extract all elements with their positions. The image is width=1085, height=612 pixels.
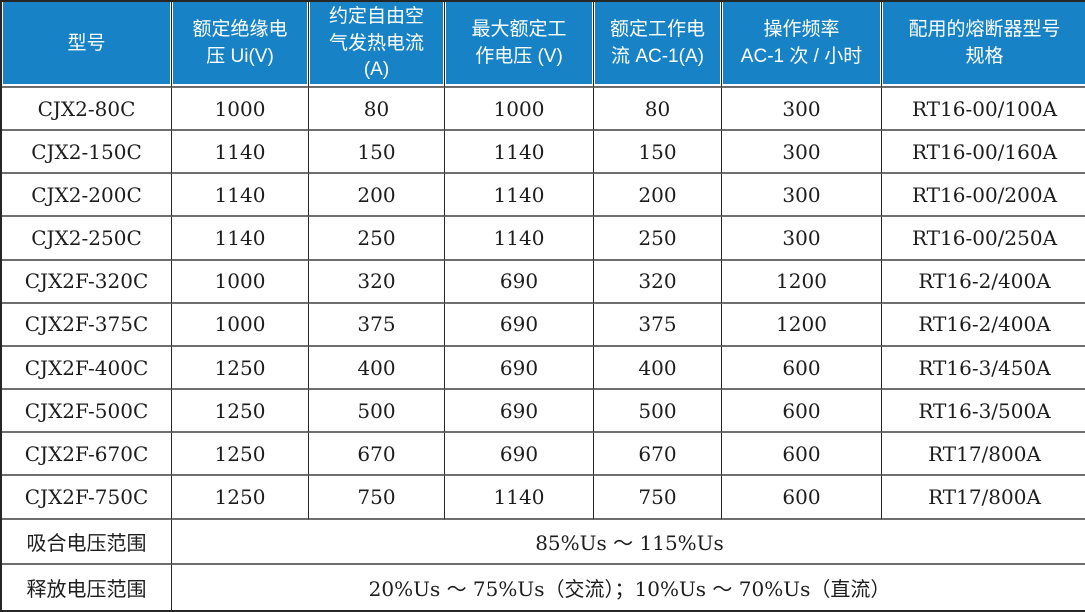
cell-value: 400 [594, 346, 722, 391]
cell-model: CJX2-80C [2, 88, 172, 132]
cell-value: 80 [309, 88, 445, 132]
cell-value: 1200 [722, 303, 882, 347]
header-row: 型号 额定绝缘电 压 Ui(V) 约定自由空 气发热电流 (A) 最大额定工 作… [2, 2, 1085, 88]
table-row: CJX2-250C 1140 250 1140 250 300 RT16-00/… [2, 217, 1085, 261]
cell-value: 300 [722, 174, 882, 218]
cell-value: 150 [594, 131, 722, 175]
pickup-voltage-range-row: 吸合电压范围 85%Us ～ 115%Us [2, 519, 1085, 565]
cell-model: CJX2F-320C [2, 260, 172, 304]
cell-value: 1250 [172, 390, 309, 434]
cell-model: CJX2F-670C [2, 433, 172, 477]
cell-model: CJX2-250C [2, 217, 172, 261]
cell-value: 690 [445, 260, 594, 304]
cell-value: 1140 [172, 217, 309, 261]
cell-fuse: RT16-2/400A [882, 261, 1085, 304]
column-header-rated-operational-current: 额定工作电 流 AC-1(A) [594, 2, 722, 88]
cell-fuse: RT16-00/160A [882, 131, 1085, 175]
cell-value: 300 [722, 217, 882, 261]
cell-fuse: RT17/800A [882, 433, 1085, 477]
cell-fuse: RT16-00/200A [882, 174, 1085, 218]
cell-value: 1200 [722, 260, 882, 304]
cell-value: 375 [309, 303, 445, 347]
cell-value: 1140 [172, 174, 309, 218]
cell-value: 670 [309, 433, 445, 477]
cell-value: 1140 [445, 174, 594, 218]
cell-model: CJX2-200C [2, 174, 172, 218]
cell-model: CJX2F-750C [2, 476, 172, 520]
release-voltage-range-row: 释放电压范围 20%Us ～ 75%Us（交流）；10%Us ～ 70%Us（直… [2, 564, 1085, 610]
cell-value: 300 [722, 131, 882, 175]
cell-value: 690 [445, 346, 594, 391]
table-row: CJX2F-500C 1250 500 690 500 600 RT16-3/5… [2, 390, 1085, 434]
cell-value: 1140 [445, 131, 594, 175]
cell-fuse: RT16-00/100A [882, 88, 1085, 132]
column-header-model: 型号 [2, 2, 172, 88]
table-row: CJX2-80C 1000 80 1000 80 300 RT16-00/100… [2, 88, 1085, 132]
table-row: CJX2F-670C 1250 670 690 670 600 RT17/800… [2, 433, 1085, 477]
cell-value: 750 [594, 476, 722, 520]
cell-value: 1000 [172, 303, 309, 347]
cell-fuse: RT16-00/250A [882, 217, 1085, 261]
cell-value: 670 [594, 433, 722, 477]
table-row: CJX2F-320C 1000 320 690 320 1200 RT16-2/… [2, 260, 1085, 304]
cell-model: CJX2F-375C [2, 303, 172, 347]
cell-value: 320 [594, 260, 722, 304]
table-row: CJX2-150C 1140 150 1140 150 300 RT16-00/… [2, 131, 1085, 175]
release-voltage-range-label: 释放电压范围 [2, 564, 172, 610]
cell-value: 150 [309, 131, 445, 175]
cell-fuse: RT16-3/450A [882, 347, 1085, 391]
cell-value: 690 [445, 390, 594, 434]
cell-value: 500 [594, 390, 722, 434]
cell-value: 690 [445, 303, 594, 347]
cell-value: 600 [722, 390, 882, 434]
cell-value: 80 [594, 88, 722, 132]
table-row: CJX2F-375C 1000 375 690 375 1200 RT16-2/… [2, 303, 1085, 347]
cell-value: 600 [722, 433, 882, 477]
pickup-voltage-range-value: 85%Us ～ 115%Us [172, 520, 1085, 565]
cell-model: CJX2F-400C [2, 346, 172, 391]
cell-value: 750 [309, 476, 445, 520]
table-row: CJX2F-400C 1250 400 690 400 600 RT16-3/4… [2, 346, 1085, 391]
cell-value: 300 [722, 88, 882, 132]
cell-model: CJX2-150C [2, 131, 172, 175]
cell-value: 1140 [445, 217, 594, 261]
cell-value: 500 [309, 390, 445, 434]
cell-fuse: RT16-2/400A [882, 304, 1085, 347]
cell-value: 250 [594, 217, 722, 261]
cell-value: 1140 [445, 476, 594, 520]
cell-value: 600 [722, 476, 882, 520]
cell-value: 1140 [172, 131, 309, 175]
column-header-rated-insulation-voltage: 额定绝缘电 压 Ui(V) [172, 2, 309, 88]
cell-value: 1250 [172, 346, 309, 391]
column-header-fuse-spec: 配用的熔断器型号 规格 [882, 2, 1085, 88]
cell-value: 1250 [172, 433, 309, 477]
table-row: CJX2F-750C 1250 750 1140 750 600 RT17/80… [2, 476, 1085, 520]
release-voltage-range-value: 20%Us ～ 75%Us（交流）；10%Us ～ 70%Us（直流） [368, 576, 891, 601]
pickup-voltage-range-label: 吸合电压范围 [2, 519, 172, 565]
cell-value: 320 [309, 260, 445, 304]
cell-value: 200 [594, 174, 722, 218]
cell-value: 600 [722, 346, 882, 391]
cell-value: 1000 [172, 260, 309, 304]
cell-value: 250 [309, 217, 445, 261]
cell-value: 1000 [172, 88, 309, 132]
column-header-operating-frequency: 操作频率 AC-1 次 / 小时 [722, 2, 882, 88]
cell-value: 375 [594, 303, 722, 347]
column-header-conventional-free-air-thermal-current: 约定自由空 气发热电流 (A) [309, 2, 445, 88]
cell-value: 200 [309, 174, 445, 218]
cell-fuse: RT16-3/500A [882, 390, 1085, 434]
cell-value: 400 [309, 346, 445, 391]
cell-fuse: RT17/800A [882, 476, 1085, 520]
cell-value: 1250 [172, 476, 309, 520]
table-row: CJX2-200C 1140 200 1140 200 300 RT16-00/… [2, 174, 1085, 218]
cell-model: CJX2F-500C [2, 390, 172, 434]
cell-value: 1000 [445, 88, 594, 132]
column-header-max-rated-operational-voltage: 最大额定工 作电压 (V) [445, 2, 594, 88]
cell-value: 690 [445, 433, 594, 477]
